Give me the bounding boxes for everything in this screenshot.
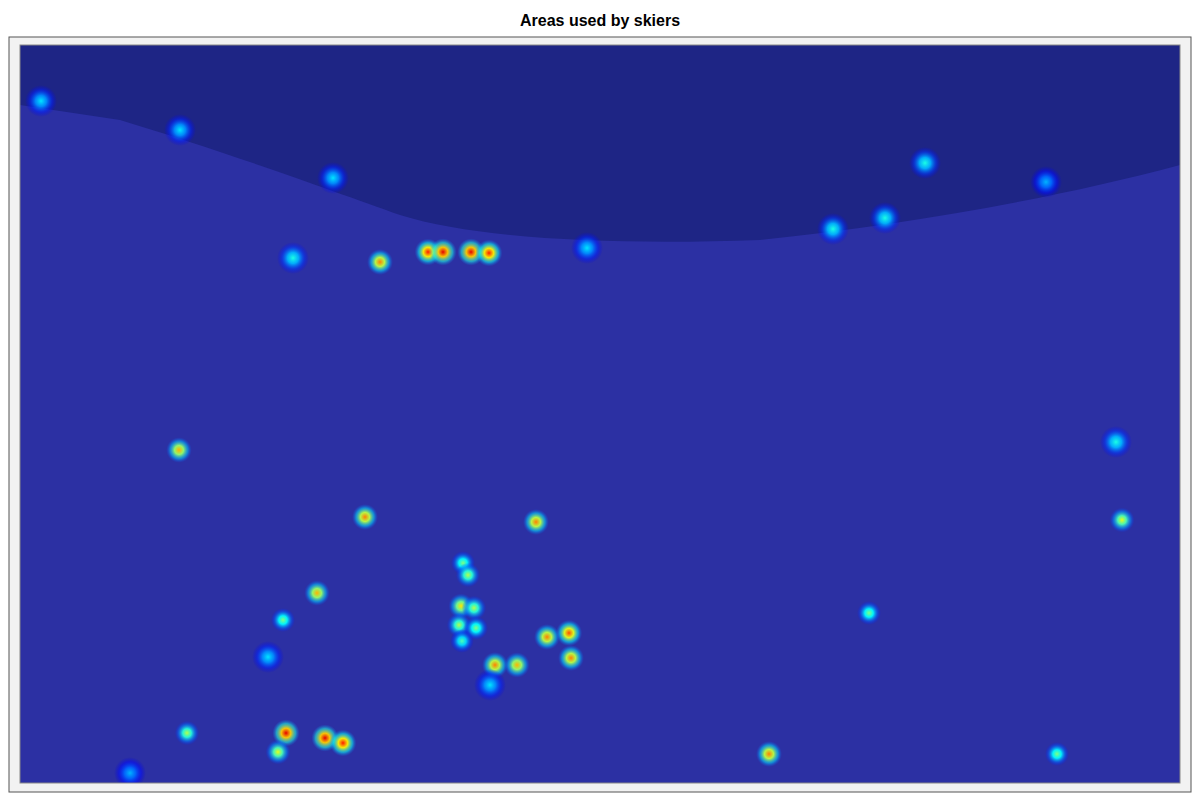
heat-spot	[558, 645, 584, 671]
heat-spot	[523, 509, 549, 535]
heat-spot	[1030, 166, 1062, 198]
slope	[20, 45, 1180, 783]
plot-frame	[20, 45, 1180, 783]
heat-spot	[271, 608, 295, 632]
heat-spot	[352, 504, 378, 530]
heat-spot	[25, 85, 57, 117]
heat-spot	[166, 437, 192, 463]
heat-spot	[330, 730, 357, 757]
heat-spot	[252, 641, 284, 673]
heat-spot	[1100, 426, 1132, 458]
heat-spot	[571, 232, 603, 264]
heat-spot	[534, 624, 560, 650]
chart: Areas used by skiers	[0, 0, 1200, 800]
heat-spot	[175, 721, 199, 745]
heat-spot	[367, 249, 393, 275]
heat-spot	[429, 238, 456, 265]
heat-spot	[114, 757, 146, 783]
forest	[20, 45, 1180, 242]
heat-spot	[857, 601, 881, 625]
heat-spot	[266, 740, 291, 765]
title: Areas used by skiers	[520, 12, 680, 29]
heat-spot	[1110, 508, 1135, 533]
heat-spot	[456, 563, 480, 587]
figure-border	[9, 37, 1191, 792]
heat-spot	[476, 240, 503, 267]
heat-spot	[504, 652, 530, 678]
heat-spot	[1045, 742, 1069, 766]
heat-spot	[556, 620, 582, 646]
heat-spot	[304, 580, 330, 606]
heat-spot	[474, 669, 506, 701]
heat-spots	[25, 85, 1134, 783]
heat-spot	[450, 629, 474, 653]
background	[20, 45, 1180, 783]
heat-spot	[909, 147, 941, 179]
heat-spot	[277, 242, 309, 274]
heat-spot	[317, 162, 349, 194]
heat-spot	[817, 213, 849, 245]
heat-spot	[756, 741, 782, 767]
heat-spot	[164, 114, 196, 146]
heat-spot	[869, 202, 901, 234]
